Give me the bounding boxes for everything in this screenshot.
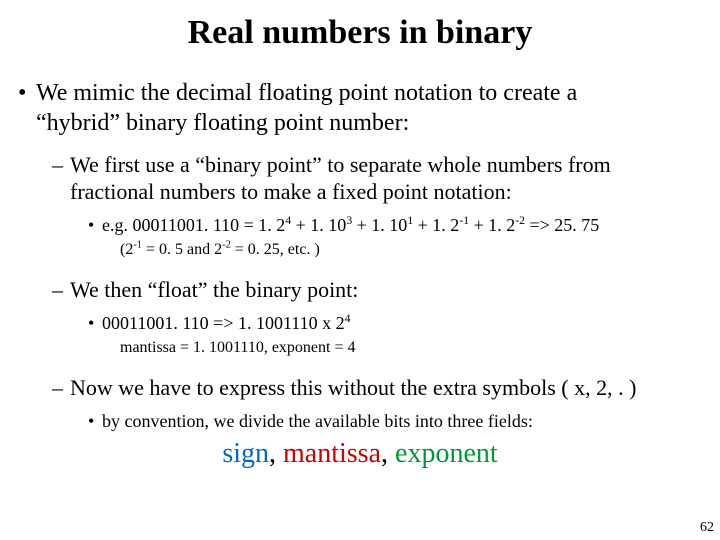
- paren-a: (2: [120, 241, 133, 258]
- sub-fixedpoint: –We first use a “binary point” to separa…: [52, 152, 702, 206]
- float-text: We then “float” the binary point:: [70, 277, 358, 302]
- convention: •by convention, we divide the available …: [88, 410, 702, 433]
- paren-s1: -1: [133, 240, 142, 251]
- dot-marker: •: [88, 312, 102, 335]
- indent-spacer: [52, 179, 70, 206]
- eg-m4: + 1. 2: [469, 215, 515, 235]
- sup-neg1: -1: [459, 214, 469, 227]
- fixed-line2: fractional numbers to make a fixed point…: [70, 179, 512, 204]
- eg-m3: + 1. 2: [413, 215, 459, 235]
- dash-marker: –: [52, 277, 70, 304]
- example-float: •00011001. 110 => 1. 1001110 x 24: [88, 312, 702, 335]
- intro-line2: “hybrid” binary floating point number:: [36, 110, 409, 136]
- conv-text: by convention, we divide the available b…: [102, 411, 533, 431]
- field-exponent: exponent: [395, 438, 498, 469]
- slide-title: Real numbers in binary: [18, 14, 702, 52]
- eg-prefix: e.g. 00011001. 110 = 1. 2: [102, 215, 285, 235]
- bullet-intro: •We mimic the decimal floating point not…: [18, 78, 702, 138]
- dot-marker: •: [88, 410, 102, 433]
- three-fields: sign, mantissa, exponent: [18, 438, 702, 470]
- eg-m2: + 1. 10: [352, 215, 407, 235]
- comma2: ,: [381, 438, 395, 469]
- sup-neg2: -2: [515, 214, 525, 227]
- paren-s2: -2: [222, 240, 231, 251]
- example-paren: (2-1 = 0. 5 and 2-2 = 0. 25, etc. ): [120, 240, 702, 261]
- page-number: 62: [700, 520, 714, 536]
- dot-marker: •: [88, 214, 102, 237]
- express-text: Now we have to express this without the …: [70, 375, 636, 400]
- example-fixed: •e.g. 00011001. 110 = 1. 24 + 1. 103 + 1…: [88, 214, 702, 237]
- sub-float: –We then “float” the binary point:: [52, 277, 702, 304]
- field-sign: sign: [222, 438, 269, 469]
- comma1: ,: [269, 438, 283, 469]
- bullet-marker: •: [18, 78, 36, 108]
- dash-marker: –: [52, 375, 70, 402]
- fixed-line1: We first use a “binary point” to separat…: [70, 152, 611, 177]
- float-a: 00011001. 110 => 1. 1001110 x 2: [102, 313, 345, 333]
- paren-c: = 0. 25, etc. ): [231, 241, 320, 258]
- eg-m1: + 1. 10: [291, 215, 346, 235]
- mantissa-exponent: mantissa = 1. 1001110, exponent = 4: [120, 338, 702, 359]
- indent-spacer: [18, 108, 36, 138]
- sub-express: –Now we have to express this without the…: [52, 375, 702, 402]
- float-sup: 4: [345, 312, 351, 325]
- intro-line1: We mimic the decimal floating point nota…: [36, 80, 577, 106]
- dash-marker: –: [52, 152, 70, 179]
- paren-b: = 0. 5 and 2: [142, 241, 222, 258]
- field-mantissa: mantissa: [283, 438, 381, 469]
- mantexp-text: mantissa = 1. 1001110, exponent = 4: [120, 339, 356, 356]
- eg-tail: => 25. 75: [525, 215, 599, 235]
